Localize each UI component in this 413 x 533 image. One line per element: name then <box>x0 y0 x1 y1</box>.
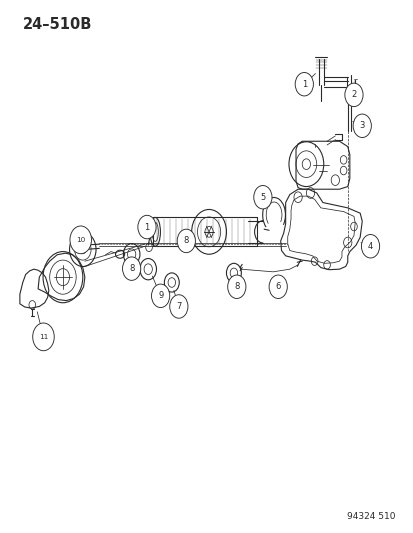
Text: 8: 8 <box>183 237 188 245</box>
Text: 8: 8 <box>129 264 134 273</box>
Text: 8: 8 <box>234 282 239 291</box>
Text: 5: 5 <box>260 193 265 201</box>
Text: 4: 4 <box>367 242 372 251</box>
Circle shape <box>169 295 188 318</box>
Text: 2: 2 <box>351 91 356 99</box>
Text: 9: 9 <box>158 292 163 300</box>
Text: 11: 11 <box>39 334 48 340</box>
Text: 94324 510: 94324 510 <box>346 512 394 521</box>
Text: 7: 7 <box>176 302 181 311</box>
Circle shape <box>352 114 370 138</box>
Circle shape <box>227 275 245 298</box>
Circle shape <box>70 226 91 254</box>
Text: 1: 1 <box>301 80 306 88</box>
Text: 24–510B: 24–510B <box>23 17 92 32</box>
Text: 10: 10 <box>76 237 85 243</box>
Text: 6: 6 <box>275 282 280 291</box>
Circle shape <box>344 83 362 107</box>
Circle shape <box>361 235 379 258</box>
Circle shape <box>268 275 287 298</box>
Text: 1: 1 <box>144 223 149 231</box>
Text: 3: 3 <box>359 122 364 130</box>
Circle shape <box>177 229 195 253</box>
Circle shape <box>253 185 271 209</box>
Circle shape <box>294 72 313 96</box>
Circle shape <box>33 323 54 351</box>
Circle shape <box>151 284 169 308</box>
Circle shape <box>138 215 156 239</box>
Circle shape <box>122 257 140 280</box>
